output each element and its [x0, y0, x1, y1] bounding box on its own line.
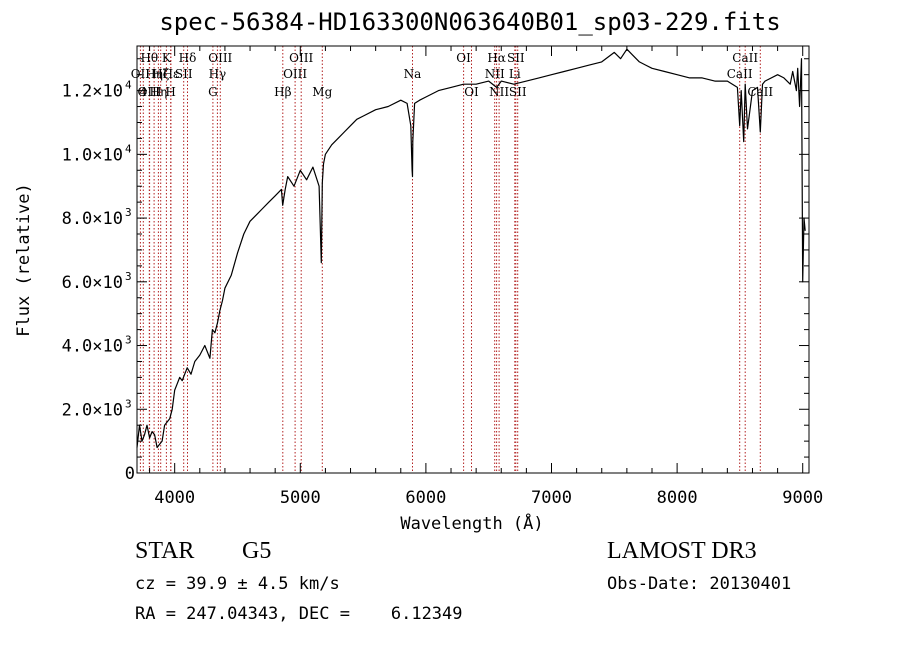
line-annotation: 4 — [139, 85, 147, 99]
line-annotation: SII — [175, 67, 193, 81]
y-tick-label: 2.0×10 — [62, 400, 123, 420]
line-annotation: Hθ — [140, 51, 158, 65]
line-annotation: NII — [485, 67, 505, 81]
line-annotation: OIII — [138, 85, 162, 99]
line-annotation: H — [165, 85, 175, 99]
line-annotation: G — [208, 85, 218, 99]
survey-name: LAMOST DR3 — [607, 538, 757, 564]
x-tick-label: 7000 — [531, 488, 572, 508]
x-tick-labels: 4000 5000 6000 7000 8000 9000 — [154, 488, 823, 508]
y-tick-labels: 02.0×10 34.0×10 36.0×10 38.0×10 31.0×10 41.2×… — [62, 79, 135, 484]
line-annotation: SII — [509, 85, 527, 99]
y-tick-label: 6.0×10 — [62, 273, 123, 293]
line-annotation: Hε — [163, 67, 180, 81]
axis-ticks — [137, 46, 809, 474]
x-tick-label: 9000 — [782, 488, 823, 508]
plot-frame — [136, 45, 810, 474]
line-annotation: Na — [404, 67, 422, 81]
line-annotation: OIII — [208, 51, 232, 65]
line-annotation: CaII — [732, 51, 758, 65]
y-tick-exponent: 4 — [125, 79, 132, 92]
x-tick-label: 4000 — [154, 488, 195, 508]
y-tick-label: 8.0×10 — [62, 209, 123, 229]
object-class: STAR — [135, 538, 195, 564]
line-annotation: Li — [509, 67, 521, 81]
y-tick-label: 0 — [125, 464, 135, 484]
y-tick-label: 4.0×10 — [62, 337, 123, 357]
y-tick-exponent: 3 — [125, 334, 132, 347]
line-annotation: OI — [456, 51, 471, 65]
line-annotation: K — [162, 51, 172, 65]
line-annotation: Hδ — [179, 51, 197, 65]
chart-title: spec-56384-HD163300N063640B01_sp03-229.f… — [159, 8, 781, 36]
spectral-subclass: G5 — [242, 538, 272, 564]
spectrum-series — [136, 48, 806, 449]
spectrum-line — [136, 48, 806, 449]
line-annotations: OII4OIIIHθHηHηHζKHHεSIIHδGHγOIIIHβOIIIOI… — [131, 51, 774, 99]
x-tick-label: 5000 — [280, 488, 321, 508]
observation-date: Obs-Date: 20130401 — [607, 574, 792, 594]
y-tick-label: 1.0×10 — [62, 145, 123, 165]
line-annotation: Hζ — [152, 67, 169, 81]
x-axis-label: Wavelength (Å) — [400, 512, 543, 534]
y-tick-label: 1.2×10 — [62, 82, 123, 102]
x-tick-label: 8000 — [657, 488, 698, 508]
line-annotation: SII — [507, 51, 525, 65]
line-annotation: Hα — [487, 51, 506, 65]
line-annotation: Hβ — [274, 85, 291, 99]
line-annotation: NII — [489, 85, 509, 99]
y-tick-exponent: 3 — [125, 206, 132, 219]
x-tick-label: 6000 — [405, 488, 446, 508]
line-annotation: Hη — [145, 67, 163, 81]
line-markers — [139, 46, 761, 473]
line-annotation: Hγ — [209, 67, 227, 81]
line-annotation: CaII — [727, 67, 753, 81]
y-tick-exponent: 4 — [125, 142, 132, 155]
line-annotation: OIII — [289, 51, 313, 65]
coordinates: RA = 247.04343, DEC = 6.12349 — [135, 604, 463, 624]
y-tick-exponent: 3 — [125, 270, 132, 283]
y-tick-exponent: 3 — [125, 397, 132, 410]
line-annotation: OII — [131, 67, 151, 81]
line-annotation: Hη — [150, 85, 168, 99]
line-annotation: Mg — [312, 85, 332, 99]
line-annotation: OIII — [283, 67, 307, 81]
line-annotation: OI — [464, 85, 479, 99]
y-axis-label: Flux (relative) — [14, 183, 34, 337]
line-annotation: CaII — [747, 85, 773, 99]
redshift-value: cz = 39.9 ± 4.5 km/s — [135, 574, 340, 594]
